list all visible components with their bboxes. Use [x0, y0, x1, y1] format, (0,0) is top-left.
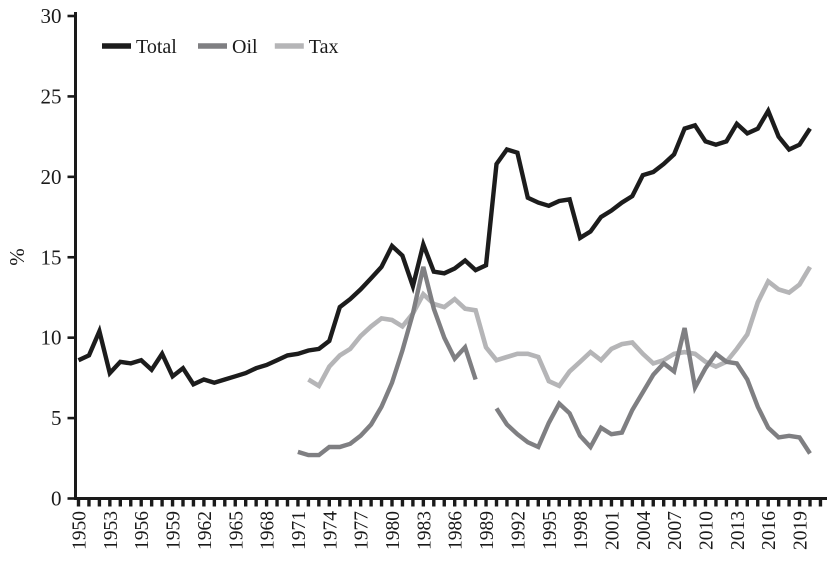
- x-tick-label: 1968: [258, 511, 279, 550]
- x-tick-label: 2004: [634, 511, 655, 550]
- x-tick-label: 1980: [383, 511, 404, 550]
- x-tick-label: 2007: [665, 511, 686, 550]
- x-tick-label: 1959: [164, 511, 185, 550]
- x-tick-label: 1986: [446, 511, 467, 550]
- y-tick-label: 25: [41, 84, 62, 108]
- legend-label-total: Total: [136, 36, 177, 58]
- legend-label-tax: Tax: [309, 36, 339, 58]
- x-tick-label: 2016: [759, 511, 780, 550]
- x-tick-label: 1995: [540, 511, 561, 550]
- y-axis-title: %: [5, 248, 29, 266]
- x-tick-label: 1956: [132, 511, 153, 550]
- y-tick-label: 10: [41, 326, 62, 350]
- y-tick-label: 30: [41, 4, 62, 28]
- x-tick-label: 2019: [791, 511, 812, 550]
- x-tick-label: 1998: [571, 511, 592, 550]
- x-tick-label: 1950: [70, 511, 91, 550]
- y-tick-label: 15: [41, 245, 62, 269]
- x-tick-label: 2013: [728, 511, 749, 550]
- x-tick-label: 1971: [289, 511, 310, 550]
- x-tick-label: 1989: [477, 511, 498, 550]
- series-line-oil: [494, 327, 812, 455]
- x-tick-label: 1992: [508, 511, 529, 550]
- x-tick-label: 1965: [226, 511, 247, 550]
- y-tick-label: 5: [51, 406, 62, 430]
- series-line-oil: [297, 266, 478, 458]
- series-line-tax: [307, 265, 812, 390]
- x-tick-label: 1962: [195, 511, 216, 550]
- x-tick-label: 1983: [414, 511, 435, 550]
- x-tick-label: 2001: [602, 511, 623, 550]
- y-tick-label: 0: [51, 487, 62, 511]
- legend-label-oil: Oil: [232, 36, 258, 58]
- x-tick-label: 1953: [101, 511, 122, 550]
- x-tick-label: 1977: [352, 511, 373, 550]
- series-line-total: [77, 105, 812, 388]
- y-tick-label: 20: [41, 165, 62, 189]
- x-tick-label: 2010: [697, 511, 718, 550]
- x-tick-label: 1974: [320, 511, 341, 550]
